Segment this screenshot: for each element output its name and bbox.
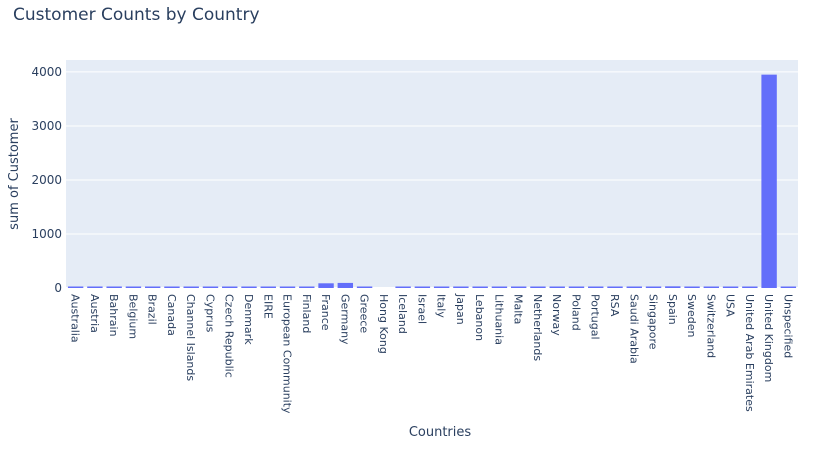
- bar-switzerland: [703, 286, 720, 288]
- x-tick-label: Cyprus: [203, 294, 216, 333]
- bar-usa: [722, 286, 739, 288]
- bar-italy: [433, 286, 450, 288]
- bar-canada: [164, 286, 180, 288]
- bar-iceland: [395, 286, 411, 288]
- bar-eire: [260, 286, 276, 288]
- bar-rsa: [607, 286, 623, 288]
- bar-israel: [414, 286, 431, 288]
- bar-austria: [87, 286, 103, 288]
- x-tick-label: Netherlands: [531, 294, 544, 361]
- bar-finland: [299, 286, 315, 288]
- x-tick-label: Unspecified: [781, 294, 794, 358]
- x-tick-label: Channel Islands: [184, 294, 197, 381]
- x-tick-label: Spain: [666, 294, 679, 325]
- bar-greece: [356, 286, 373, 288]
- bar-united-arab-emirates: [742, 286, 758, 288]
- x-tick-label: Czech Republic: [223, 294, 236, 378]
- bar-malta: [510, 286, 527, 288]
- bar-lithuania: [491, 286, 508, 288]
- bar-sweden: [684, 286, 700, 288]
- x-tick-label: RSA: [608, 294, 621, 317]
- x-tick-label: Switzerland: [704, 294, 717, 358]
- bar-lebanon: [472, 286, 488, 288]
- bar-portugal: [588, 286, 604, 288]
- y-axis-label: sum of Customer: [7, 118, 22, 230]
- x-tick-label: Lebanon: [473, 294, 486, 341]
- bar-bahrain: [106, 286, 122, 288]
- x-tick-label: Denmark: [242, 294, 255, 345]
- y-tick-label: 1000: [31, 227, 62, 241]
- bar-netherlands: [530, 286, 546, 288]
- bar-unspecified: [780, 286, 797, 288]
- x-axis-label: Countries: [409, 425, 472, 440]
- x-tick-label: Finland: [300, 294, 313, 333]
- x-tick-label: Italy: [435, 294, 448, 318]
- bar-germany: [337, 282, 354, 288]
- x-tick-label: European Community: [281, 294, 294, 414]
- bar-poland: [568, 286, 585, 288]
- x-tick-label: Belgium: [126, 294, 139, 339]
- bar-united-kingdom: [761, 74, 777, 288]
- x-tick-label: Australia: [69, 294, 82, 343]
- x-tick-label: USA: [724, 294, 737, 317]
- x-tick-label: Canada: [165, 294, 178, 336]
- x-tick-label: Austria: [88, 294, 101, 333]
- x-tick-label: Poland: [569, 294, 582, 331]
- y-tick-label: 3000: [31, 119, 62, 133]
- x-tick-label: Singapore: [647, 294, 660, 350]
- y-tick-label: 0: [54, 281, 62, 295]
- x-tick-label: Lithuania: [492, 294, 505, 345]
- bar-spain: [665, 286, 681, 288]
- bar-european-community: [279, 286, 296, 288]
- x-tick-label: France: [319, 294, 332, 331]
- bar-denmark: [241, 286, 257, 288]
- x-tick-label: Japan: [454, 293, 467, 325]
- x-tick-label: Greece: [358, 294, 371, 333]
- x-tick-label: EIRE: [261, 294, 274, 319]
- x-tick-label: Norway: [550, 294, 563, 336]
- bar-brazil: [144, 286, 161, 288]
- x-tick-label: United Kingdom: [762, 294, 775, 382]
- bar-belgium: [125, 286, 142, 288]
- x-tick-label: Saudi Arabia: [627, 294, 640, 364]
- bar-saudi-arabia: [626, 286, 642, 288]
- bar-cyprus: [202, 286, 219, 288]
- x-tick-label: Iceland: [396, 294, 409, 334]
- x-tick-label: Brazil: [146, 294, 159, 325]
- bar-australia: [67, 286, 84, 288]
- x-tick-label: Germany: [338, 294, 351, 345]
- bar-czech-republic: [222, 286, 238, 288]
- x-tick-label: Portugal: [589, 294, 602, 340]
- chart-title: Customer Counts by Country: [13, 5, 260, 25]
- y-tick-label: 4000: [31, 65, 62, 79]
- x-tick-label: Malta: [512, 294, 525, 324]
- bar-france: [318, 283, 334, 288]
- x-tick-label: Sweden: [685, 294, 698, 337]
- bar-norway: [549, 286, 565, 288]
- bar-japan: [453, 286, 469, 288]
- x-tick-label: United Arab Emirates: [743, 294, 756, 412]
- x-tick-label: Bahrain: [107, 294, 120, 337]
- x-tick-label: Israel: [415, 294, 428, 324]
- bar-singapore: [645, 286, 662, 288]
- bar-channel-islands: [183, 286, 199, 288]
- plot-area: [66, 60, 798, 288]
- y-tick-label: 2000: [31, 173, 62, 187]
- x-tick-label: Hong Kong: [377, 294, 390, 354]
